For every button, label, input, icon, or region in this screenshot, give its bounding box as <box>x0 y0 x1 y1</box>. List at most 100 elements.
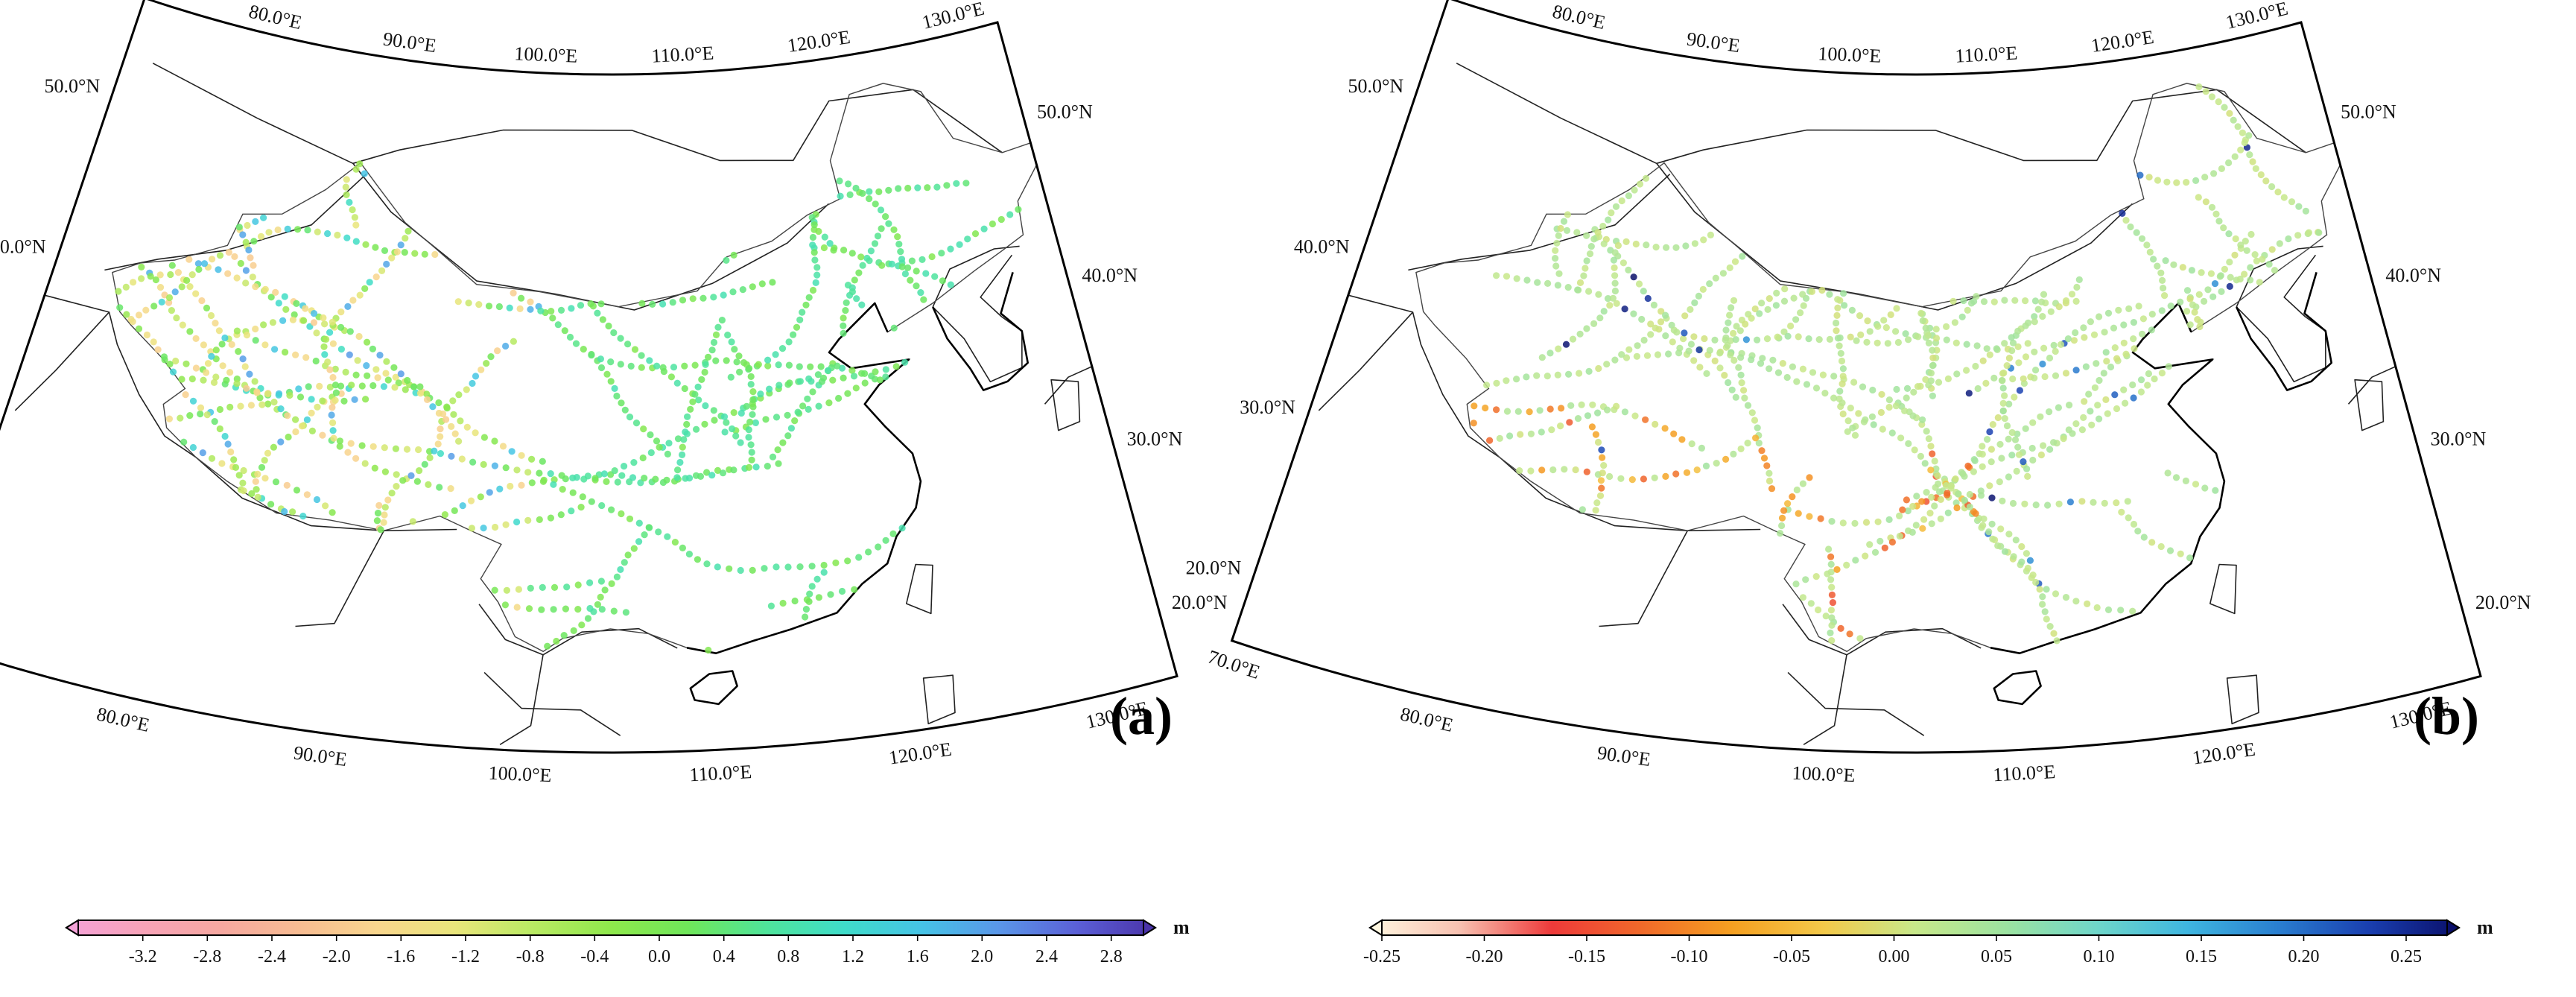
station-point <box>1725 379 1732 387</box>
station-point <box>1625 192 1632 200</box>
station-point <box>817 363 825 370</box>
station-point <box>1636 180 1644 188</box>
station-point <box>874 232 882 240</box>
left-lat-label: 40.0°N <box>1294 236 1350 258</box>
station-point <box>2249 158 2256 165</box>
station-point <box>691 361 699 369</box>
station-point <box>1503 408 1511 415</box>
station-point <box>2133 229 2140 236</box>
station-point <box>1987 446 1995 453</box>
station-point <box>286 391 294 399</box>
station-point <box>774 446 781 454</box>
country-border <box>44 294 457 531</box>
station-point <box>2150 256 2157 263</box>
station-point <box>2212 487 2219 494</box>
station-point <box>1993 345 2000 352</box>
station-point <box>1904 507 1912 515</box>
colorbar-tick-label: 2.4 <box>1035 947 1058 966</box>
station-point <box>395 379 402 387</box>
station-point <box>1851 519 1859 528</box>
station-point <box>611 384 618 393</box>
country-border <box>2236 254 2326 383</box>
station-point <box>1827 576 1835 583</box>
station-point <box>2225 159 2233 167</box>
station-point <box>218 460 226 467</box>
station-point <box>1923 489 1930 496</box>
station-point <box>1884 340 1891 347</box>
station-point <box>349 206 356 214</box>
colorbar-tick-label: 0.4 <box>713 947 735 966</box>
station-point <box>897 248 904 256</box>
station-point <box>711 417 718 424</box>
station-point <box>1613 300 1620 307</box>
station-point <box>1585 288 1593 295</box>
station-point <box>2026 557 2034 564</box>
station-point <box>712 357 720 364</box>
bottom-lon-label: 100.0°E <box>1792 762 1856 787</box>
station-points <box>115 160 1022 654</box>
station-point <box>1929 392 1936 399</box>
station-point <box>804 395 811 402</box>
station-point <box>649 300 656 308</box>
station-point <box>663 476 670 484</box>
station-point <box>1986 482 1993 490</box>
station-point <box>747 381 755 388</box>
station-point <box>2227 273 2234 281</box>
station-point <box>372 366 380 373</box>
station-point <box>150 338 157 346</box>
station-point <box>2113 405 2121 413</box>
station-point <box>1644 294 1652 303</box>
station-point <box>2040 291 2048 298</box>
station-point <box>510 289 517 297</box>
station-point <box>2243 247 2250 254</box>
station-point <box>730 466 737 474</box>
station-point <box>679 451 686 459</box>
station-point <box>1819 371 1827 379</box>
station-point <box>303 416 311 424</box>
station-point <box>1594 409 1602 417</box>
station-point <box>855 554 863 561</box>
station-point <box>2018 542 2025 551</box>
top-lon-label: 120.0°E <box>2090 26 2155 57</box>
station-point <box>820 561 828 569</box>
station-point <box>730 409 737 417</box>
station-point <box>2024 340 2031 347</box>
station-point <box>1006 211 1014 218</box>
station-point <box>486 489 493 496</box>
station-point <box>142 306 150 314</box>
station-point <box>769 453 777 460</box>
station-point <box>1483 382 1491 389</box>
station-point <box>1738 379 1745 387</box>
station-point <box>568 507 575 515</box>
station-point <box>1894 338 1902 346</box>
station-point <box>2183 287 2192 294</box>
station-point <box>736 368 743 376</box>
station-point <box>1612 203 1620 210</box>
station-point <box>919 256 926 263</box>
station-point <box>390 364 398 371</box>
station-point <box>188 375 196 383</box>
station-point <box>882 366 889 373</box>
station-point <box>627 362 635 370</box>
station-point <box>1983 345 1990 352</box>
top-lon-label: 100.0°E <box>1818 42 1882 67</box>
station-point <box>2221 265 2228 273</box>
station-point <box>708 472 716 479</box>
station-point <box>710 338 718 346</box>
station-point <box>2186 554 2194 562</box>
station-point <box>848 288 856 296</box>
station-point <box>1958 313 1966 320</box>
station-point <box>221 432 229 440</box>
station-point <box>1594 438 1602 446</box>
station-point <box>2001 297 2008 304</box>
station-point <box>1614 241 1622 250</box>
station-point <box>2115 306 2122 314</box>
station-point <box>1687 341 1695 348</box>
country-border <box>932 245 1020 308</box>
station-point <box>632 420 641 427</box>
station-point <box>334 231 341 239</box>
station-point <box>518 452 525 459</box>
station-point <box>1740 387 1748 394</box>
station-point <box>1583 325 1590 332</box>
station-point <box>218 341 226 348</box>
